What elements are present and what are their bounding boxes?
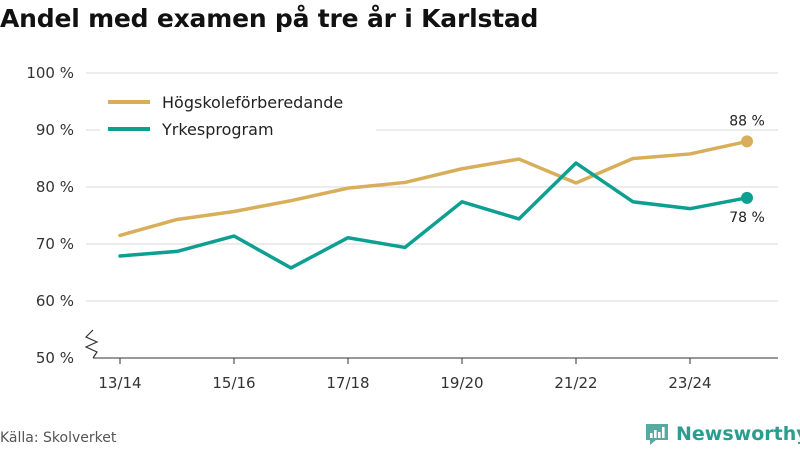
x-tick-label: 21/22 [554, 374, 597, 392]
source-note: Källa: Skolverket [0, 430, 117, 446]
series-end-point [741, 135, 753, 148]
axis-break-icon [84, 329, 99, 359]
y-tick-label: 50 % [36, 349, 74, 367]
x-tick-label: 23/24 [668, 374, 711, 392]
y-tick-label: 80 % [36, 178, 74, 196]
x-tick-label: 19/20 [440, 374, 483, 392]
series-line [118, 161, 749, 270]
brand-name: Newsworthy [676, 423, 800, 445]
y-tick-label: 90 % [36, 121, 74, 139]
newsworthy-logo-icon [646, 424, 668, 445]
x-tick-label: 15/16 [212, 374, 255, 392]
y-tick-label: 60 % [36, 292, 74, 310]
series-line [118, 139, 749, 238]
newsworthy-logo: Newsworthy [644, 420, 800, 448]
legend-label: Högskoleförberedande [162, 93, 343, 112]
series-end-point [741, 191, 753, 204]
legend-label: Yrkesprogram [161, 120, 274, 139]
y-tick-label: 100 % [26, 64, 74, 82]
series-end-label: 78 % [729, 210, 765, 226]
legend-background [100, 85, 376, 143]
x-tick-label: 17/18 [326, 374, 369, 392]
x-tick-label: 13/14 [98, 374, 141, 392]
y-tick-label: 70 % [36, 235, 74, 253]
chart-title: Andel med examen på tre år i Karlstad [0, 4, 539, 33]
series-end-label: 88 % [729, 113, 765, 129]
